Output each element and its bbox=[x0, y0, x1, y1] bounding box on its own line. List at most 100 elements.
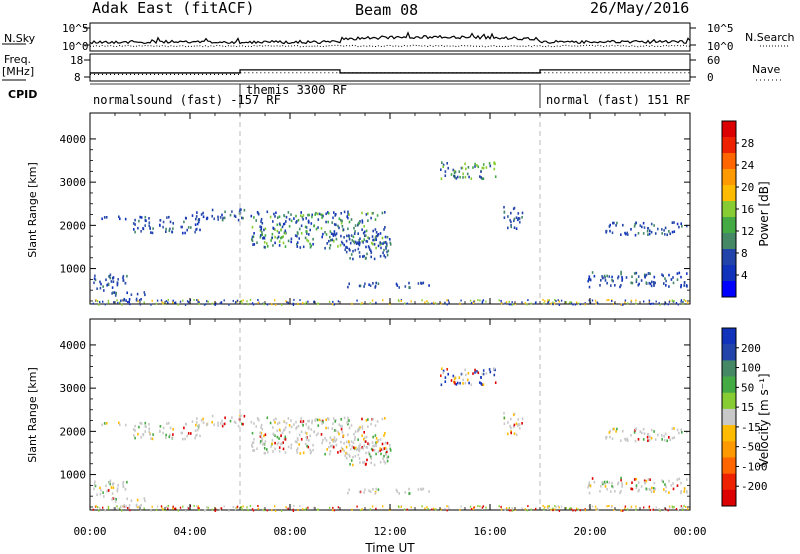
scatter-cell bbox=[671, 436, 674, 440]
scatter-cell bbox=[353, 432, 355, 436]
ground-scatter-cell bbox=[481, 507, 484, 510]
scatter-cell bbox=[259, 431, 261, 434]
scatter-cell bbox=[362, 461, 364, 464]
scatter-cell bbox=[517, 212, 520, 215]
ground-scatter-cell bbox=[550, 508, 552, 511]
ground-scatter-cell bbox=[606, 505, 608, 508]
ground-scatter-cell bbox=[242, 299, 244, 302]
scatter-cell bbox=[333, 230, 336, 233]
scatter-cell bbox=[389, 447, 392, 451]
scatter-cell bbox=[462, 382, 464, 385]
scatter-cell bbox=[103, 495, 105, 498]
scatter-cell bbox=[368, 443, 371, 446]
ground-scatter-cell bbox=[659, 509, 661, 512]
scatter-cell bbox=[343, 449, 345, 453]
scatter-cell bbox=[120, 299, 122, 303]
ground-scatter-cell bbox=[435, 302, 437, 305]
ground-scatter-cell bbox=[649, 509, 652, 511]
scatter-cell bbox=[238, 416, 241, 419]
ground-scatter-cell bbox=[626, 508, 629, 511]
scatter-cell bbox=[191, 214, 194, 217]
scatter-cell bbox=[219, 422, 222, 425]
scatter-cell bbox=[663, 282, 665, 285]
ground-scatter-cell bbox=[544, 506, 546, 509]
scatter-cell bbox=[194, 230, 196, 234]
scatter-cell bbox=[304, 225, 307, 229]
ground-scatter-cell bbox=[446, 509, 448, 512]
ground-scatter-cell bbox=[680, 506, 682, 509]
ground-scatter-cell bbox=[682, 508, 684, 511]
scatter-cell bbox=[103, 422, 106, 425]
scatter-cell bbox=[365, 419, 368, 422]
freq-left-tick-bottom: 8 bbox=[74, 71, 81, 84]
scatter-cell bbox=[657, 433, 659, 437]
scatter-cell bbox=[369, 454, 371, 457]
scatter-cell bbox=[134, 223, 136, 226]
scatter-cell bbox=[343, 442, 345, 445]
ground-scatter-cell bbox=[524, 508, 526, 511]
scatter-cell bbox=[359, 461, 361, 464]
scatter-cell bbox=[96, 287, 98, 290]
ground-scatter-cell bbox=[460, 299, 462, 302]
scatter-cell bbox=[662, 274, 664, 278]
scatter-cell bbox=[340, 427, 343, 431]
freq-panel-frame bbox=[89, 53, 691, 82]
scatter-cell bbox=[621, 279, 623, 282]
scatter-cell bbox=[332, 216, 334, 220]
scatter-cell bbox=[348, 282, 350, 286]
scatter-cell bbox=[122, 485, 125, 488]
ground-scatter-cell bbox=[584, 509, 586, 512]
scatter-cell bbox=[159, 223, 161, 227]
ground-scatter-cell bbox=[127, 507, 129, 510]
scatter-cell bbox=[373, 257, 376, 261]
scatter-cell bbox=[503, 210, 506, 214]
ground-scatter-cell bbox=[664, 302, 667, 305]
scatter-cell bbox=[301, 215, 304, 219]
ground-scatter-cell bbox=[608, 505, 610, 507]
scatter-cell bbox=[223, 216, 226, 220]
colorbar-segment bbox=[722, 249, 736, 266]
scatter-cell bbox=[162, 225, 164, 229]
ground-scatter-cell bbox=[184, 303, 187, 306]
scatter-cell bbox=[481, 177, 484, 180]
scatter-cell bbox=[366, 240, 369, 243]
colorbar-tick-label: 12 bbox=[741, 225, 754, 238]
scatter-cell bbox=[144, 430, 146, 433]
scatter-cell bbox=[243, 414, 246, 418]
ground-scatter-cell bbox=[552, 301, 554, 304]
scatter-cell bbox=[354, 454, 357, 458]
colorbar-segment bbox=[722, 169, 736, 186]
scatter-cell bbox=[277, 235, 280, 239]
scatter-cell bbox=[386, 253, 389, 257]
ground-scatter-cell bbox=[575, 301, 578, 304]
colorbar-tick-label: 8 bbox=[741, 247, 748, 260]
scatter-cell bbox=[182, 231, 184, 235]
scatter-cell bbox=[678, 431, 680, 435]
ground-scatter-cell bbox=[98, 509, 100, 512]
scatter-cell bbox=[331, 427, 333, 430]
scatter-cell bbox=[466, 378, 469, 382]
scatter-cell bbox=[624, 437, 626, 441]
scatter-cell bbox=[274, 421, 276, 424]
scatter-cell bbox=[372, 417, 374, 421]
ground-scatter-cell bbox=[299, 299, 301, 302]
ground-scatter-cell bbox=[206, 300, 208, 303]
ground-scatter-cell bbox=[558, 509, 561, 512]
scatter-cell bbox=[517, 423, 520, 426]
scatter-cell bbox=[625, 232, 627, 236]
ground-scatter-cell bbox=[252, 509, 255, 512]
ground-scatter-cell bbox=[107, 507, 110, 510]
scatter-cell bbox=[513, 217, 516, 221]
scatter-cell bbox=[305, 423, 307, 426]
scatter-cell bbox=[374, 492, 376, 495]
ground-scatter-cell bbox=[138, 299, 141, 302]
scatter-cell bbox=[375, 437, 378, 440]
ground-scatter-cell bbox=[584, 508, 586, 511]
scatter-cell bbox=[312, 443, 314, 447]
scatter-cell bbox=[510, 220, 512, 224]
scatter-cell bbox=[681, 225, 683, 228]
scatter-cell bbox=[311, 213, 313, 217]
ground-scatter-cell bbox=[375, 507, 377, 510]
scatter-cell bbox=[150, 437, 152, 440]
scatter-cell bbox=[465, 167, 467, 171]
